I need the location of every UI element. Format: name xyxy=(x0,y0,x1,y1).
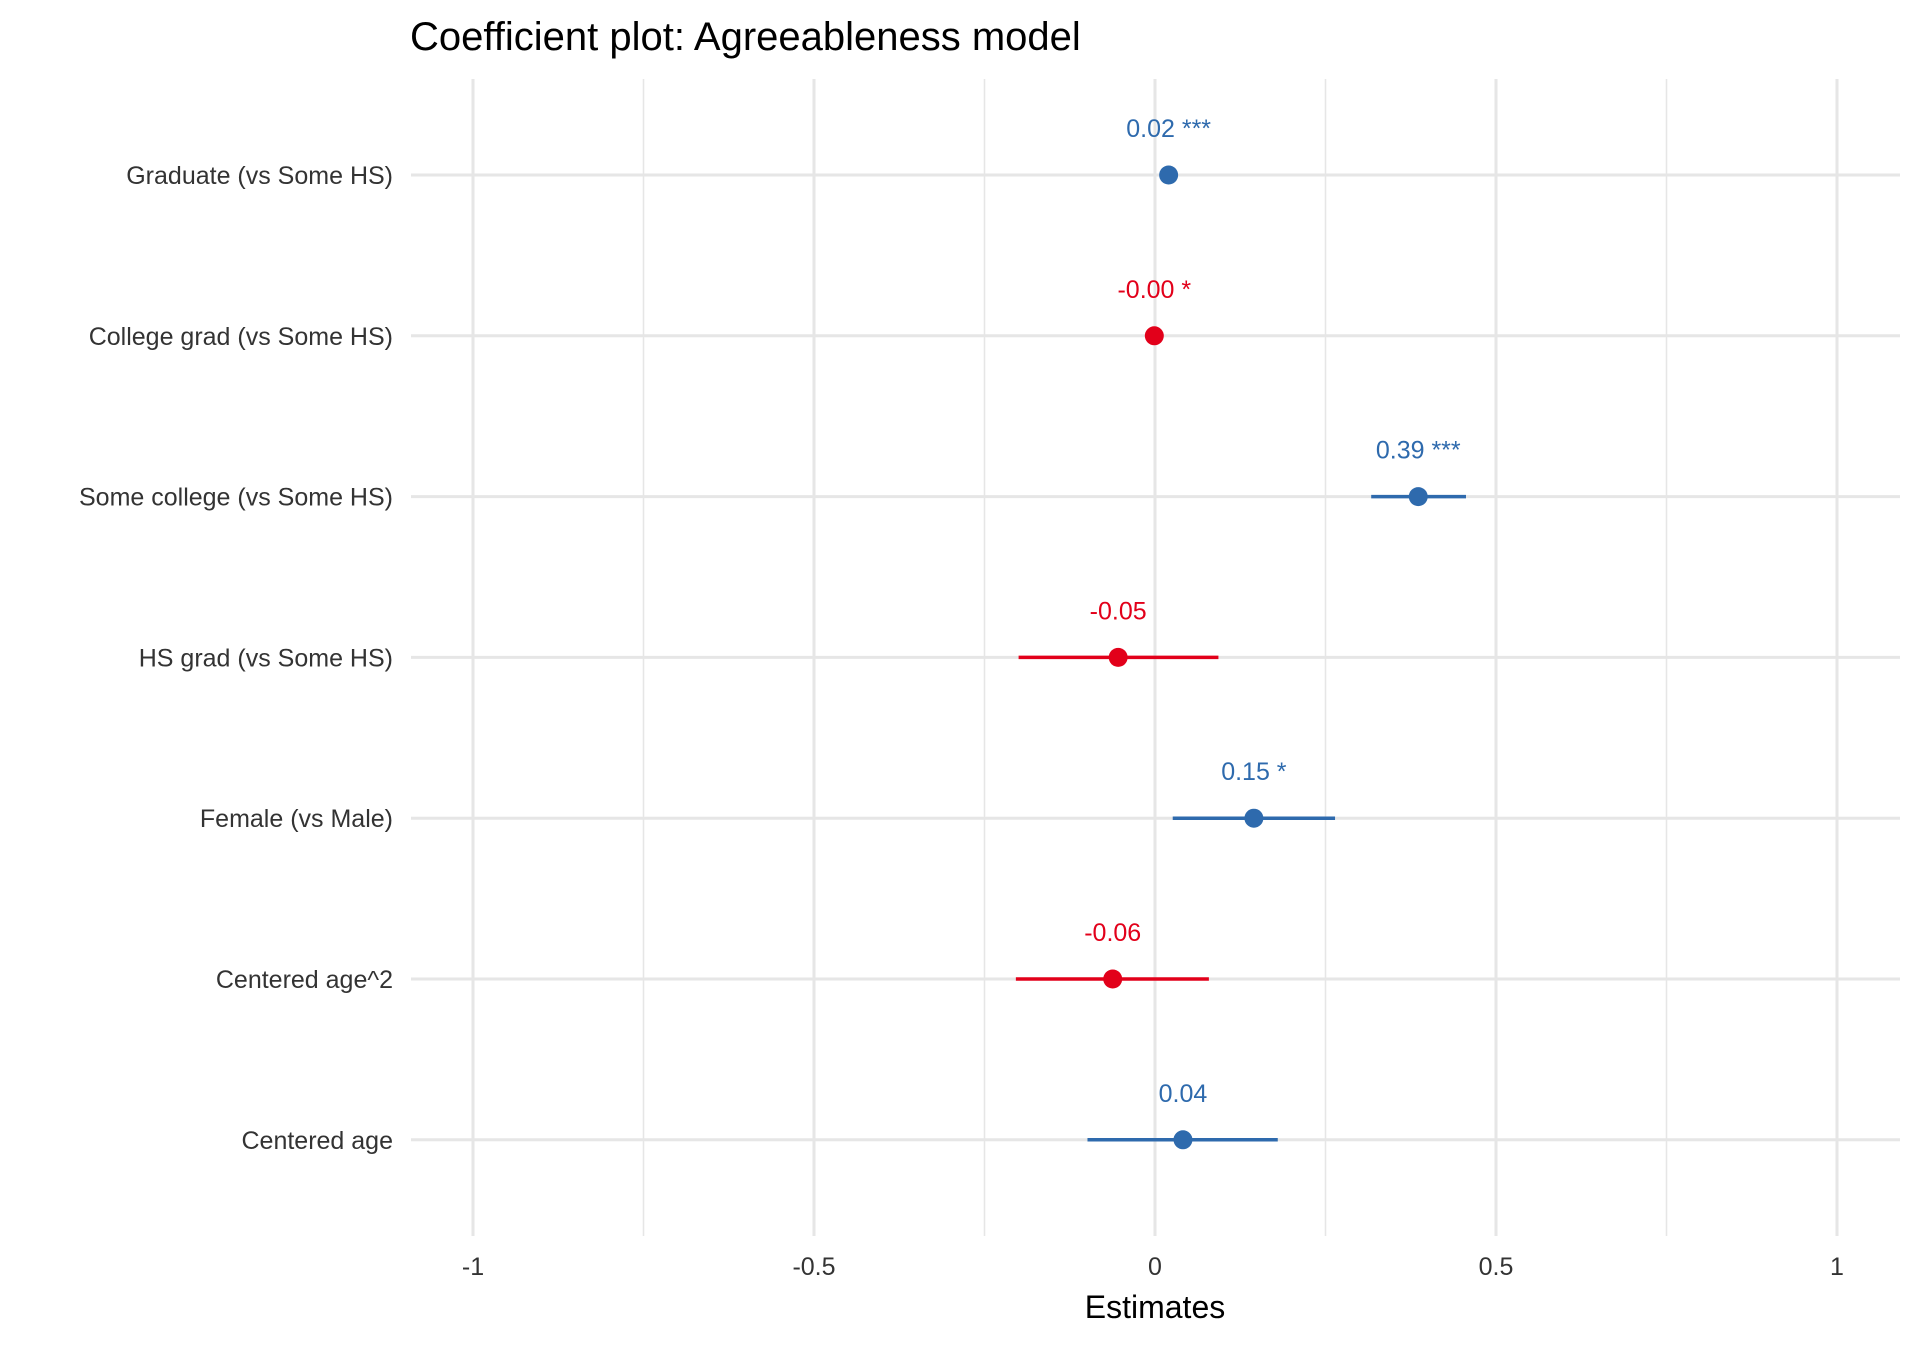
value-label: 0.02 *** xyxy=(1126,115,1211,143)
coefficient-0: 0.02 *** xyxy=(1126,115,1211,185)
estimate-point xyxy=(1244,808,1264,828)
y-tick-label: HS grad (vs Some HS) xyxy=(139,644,393,672)
value-label: 0.39 *** xyxy=(1376,437,1461,465)
x-tick-label: 0.5 xyxy=(1479,1253,1514,1281)
x-tick-label: -0.5 xyxy=(792,1253,835,1281)
y-tick-label: Some college (vs Some HS) xyxy=(79,484,393,512)
coefficient-4: 0.15 * xyxy=(1172,758,1336,828)
estimate-point xyxy=(1103,969,1123,989)
x-tick-label: -1 xyxy=(462,1253,484,1281)
chart-title: Coefficient plot: Agreeableness model xyxy=(410,15,1081,59)
estimate-point xyxy=(1108,647,1128,667)
y-tick-label: College grad (vs Some HS) xyxy=(89,323,393,351)
coefficient-6: 0.04 xyxy=(1087,1080,1278,1150)
value-label: -0.05 xyxy=(1090,597,1147,625)
coefficient-3: -0.05 xyxy=(1018,597,1219,667)
x-axis-title: Estimates xyxy=(1085,1289,1225,1325)
coefficient-1: -0.00 * xyxy=(1117,276,1191,346)
x-axis-tick-labels: -1 -0.5 0 0.5 1 xyxy=(462,1253,1844,1281)
y-tick-label: Centered age^2 xyxy=(216,966,393,994)
value-label: 0.15 * xyxy=(1221,758,1287,786)
estimate-point xyxy=(1144,326,1164,346)
coefficient-2: 0.39 *** xyxy=(1371,437,1466,507)
x-tick-label: 0 xyxy=(1148,1253,1162,1281)
y-tick-label: Centered age xyxy=(241,1127,393,1155)
estimate-point xyxy=(1159,165,1179,185)
y-tick-label: Graduate (vs Some HS) xyxy=(126,162,393,190)
value-label: -0.06 xyxy=(1084,919,1141,947)
value-label: 0.04 xyxy=(1159,1080,1208,1108)
value-label: -0.00 * xyxy=(1117,276,1191,304)
y-axis-labels: Graduate (vs Some HS) College grad (vs So… xyxy=(79,162,393,1155)
estimate-point xyxy=(1173,1130,1193,1150)
coefficient-marks: 0.02 *** -0.00 * 0.39 *** -0.05 0.15 * -0.06 0… xyxy=(1015,115,1466,1150)
coefficient-5: -0.06 xyxy=(1015,919,1209,989)
x-tick-label: 1 xyxy=(1830,1253,1844,1281)
estimate-point xyxy=(1408,487,1428,507)
y-tick-label: Female (vs Male) xyxy=(200,805,393,833)
